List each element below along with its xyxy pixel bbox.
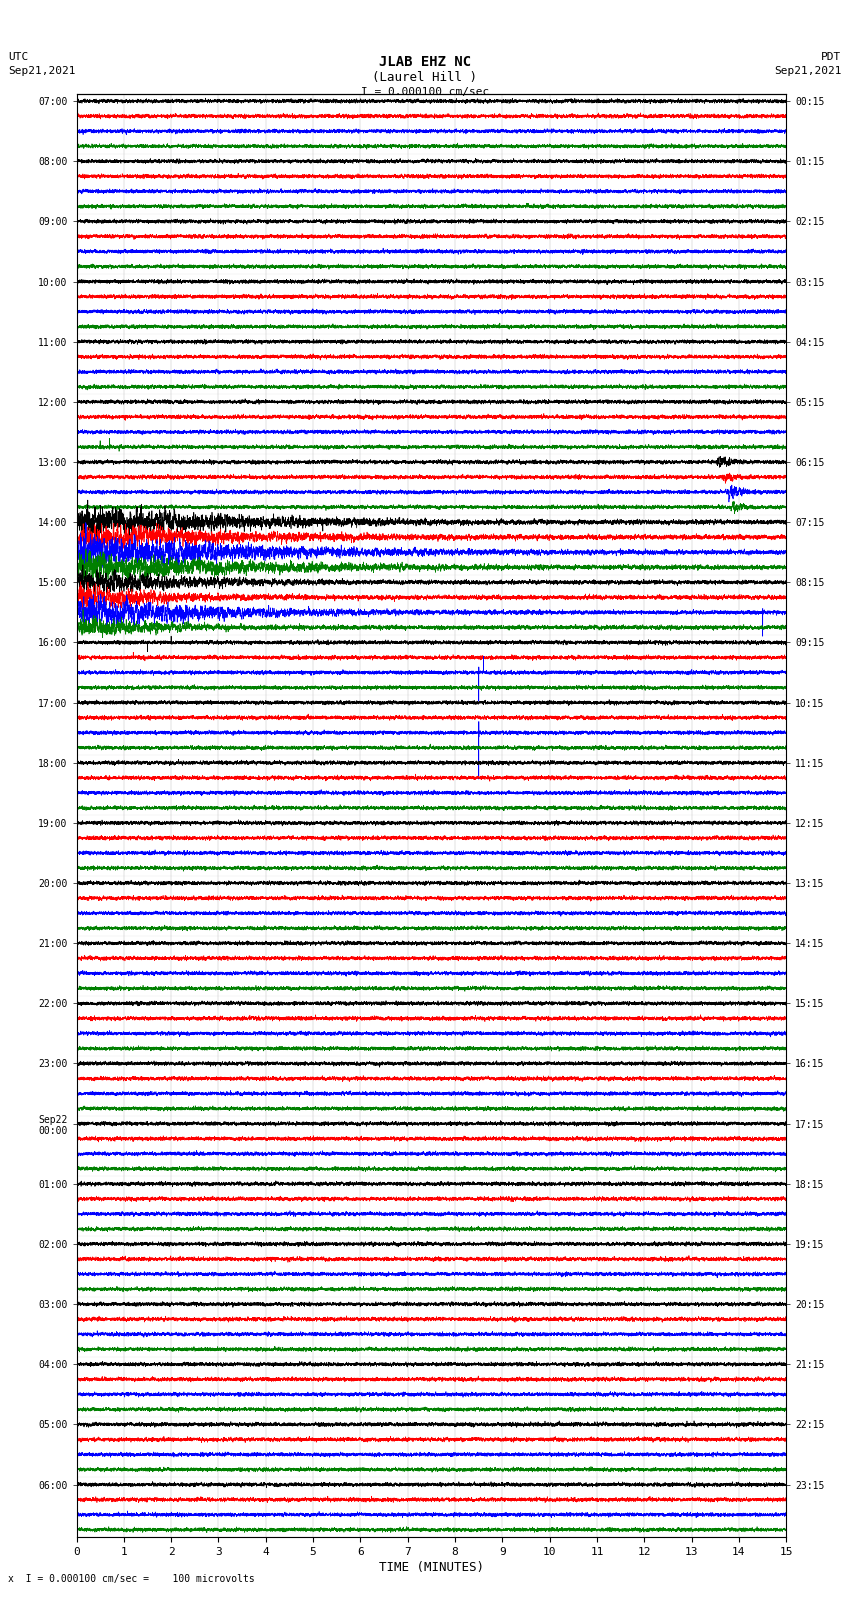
- Text: JLAB EHZ NC: JLAB EHZ NC: [379, 55, 471, 69]
- Text: (Laurel Hill ): (Laurel Hill ): [372, 71, 478, 84]
- Text: I = 0.000100 cm/sec: I = 0.000100 cm/sec: [361, 87, 489, 97]
- Text: x  I = 0.000100 cm/sec =    100 microvolts: x I = 0.000100 cm/sec = 100 microvolts: [8, 1574, 255, 1584]
- Text: UTC: UTC: [8, 52, 29, 61]
- Text: PDT: PDT: [821, 52, 842, 61]
- Text: Sep21,2021: Sep21,2021: [774, 66, 842, 76]
- Text: Sep21,2021: Sep21,2021: [8, 66, 76, 76]
- X-axis label: TIME (MINUTES): TIME (MINUTES): [379, 1561, 484, 1574]
